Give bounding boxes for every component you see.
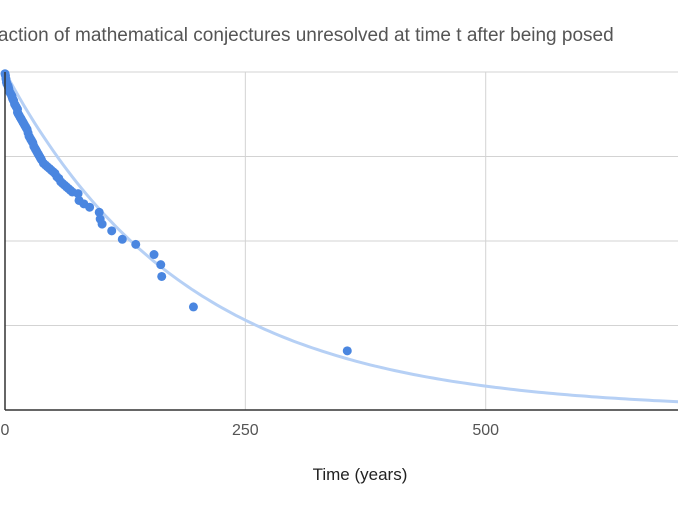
data-point	[157, 271, 167, 281]
data-point	[107, 226, 117, 236]
data-point	[94, 207, 104, 217]
x-tick-label: 500	[472, 422, 499, 439]
data-point	[117, 234, 127, 244]
data-point	[342, 346, 352, 356]
x-tick-label: 250	[232, 422, 259, 439]
data-point	[85, 202, 95, 212]
x-tick-labels: 0 250 500	[1, 422, 500, 439]
x-axis-label: Time (years)	[313, 465, 408, 484]
x-tick-label: 0	[1, 422, 10, 439]
data-point	[97, 219, 107, 229]
data-point	[156, 260, 166, 270]
trendline	[3, 70, 678, 404]
data-points	[0, 69, 352, 356]
data-point	[131, 239, 141, 249]
data-point	[73, 189, 83, 199]
chart-title: Fraction of mathematical conjectures unr…	[0, 25, 614, 46]
gridlines	[5, 71, 678, 410]
data-point	[188, 302, 198, 312]
data-point	[149, 250, 159, 260]
